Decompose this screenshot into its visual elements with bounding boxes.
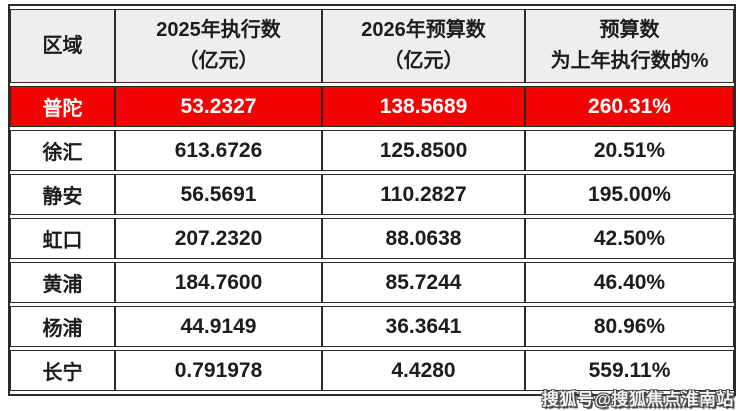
header-row: 区域 2025年执行数 （亿元） 2026年预算数 （亿元） 预算数 为上年执行…	[10, 9, 734, 83]
header-pct: 预算数 为上年执行数的%	[525, 9, 734, 83]
table-row-jingan: 静安 56.5691 110.2827 195.00%	[10, 174, 734, 215]
budget-2026-cell: 110.2827	[322, 174, 525, 215]
exec-2025-cell: 207.2320	[115, 218, 322, 259]
region-cell: 杨浦	[10, 306, 115, 347]
budget-2026-cell: 138.5689	[322, 86, 525, 127]
header-exec-2025: 2025年执行数 （亿元）	[115, 9, 322, 83]
region-cell: 普陀	[10, 86, 115, 127]
region-cell: 黄浦	[10, 262, 115, 303]
exec-2025-cell: 184.7600	[115, 262, 322, 303]
pct-cell: 195.00%	[525, 174, 734, 215]
pct-cell: 46.40%	[525, 262, 734, 303]
pct-cell: 20.51%	[525, 130, 734, 171]
header-exec-2025-line1: 2025年执行数	[156, 19, 281, 41]
table-row-huangpu: 黄浦 184.7600 85.7244 46.40%	[10, 262, 734, 303]
header-pct-line1: 预算数	[599, 19, 660, 41]
exec-2025-cell: 53.2327	[115, 86, 322, 127]
exec-2025-cell: 0.791978	[115, 350, 322, 391]
budget-2026-cell: 88.0638	[322, 218, 525, 259]
table-row-putuo: 普陀 53.2327 138.5689 260.31%	[10, 86, 734, 127]
header-pct-line2: 为上年执行数的%	[550, 50, 709, 72]
header-exec-2025-line2: （亿元）	[178, 50, 259, 72]
header-region: 区域	[10, 9, 115, 83]
pct-cell: 260.31%	[525, 86, 734, 127]
header-budget-2026-line1: 2026年预算数	[361, 19, 486, 41]
pct-cell: 42.50%	[525, 218, 734, 259]
table-row-yangpu: 杨浦 44.9149 36.3641 80.96%	[10, 306, 734, 347]
exec-2025-cell: 44.9149	[115, 306, 322, 347]
exec-2025-cell: 56.5691	[115, 174, 322, 215]
table-body: 普陀 53.2327 138.5689 260.31% 徐汇 613.6726 …	[10, 86, 734, 391]
table-row-hongkou: 虹口 207.2320 88.0638 42.50%	[10, 218, 734, 259]
table-header: 区域 2025年执行数 （亿元） 2026年预算数 （亿元） 预算数 为上年执行…	[10, 9, 734, 83]
exec-2025-cell: 613.6726	[115, 130, 322, 171]
budget-2026-cell: 4.4280	[322, 350, 525, 391]
sohu-watermark: 搜狐号@搜狐焦点淮南站	[541, 390, 734, 409]
pct-cell: 80.96%	[525, 306, 734, 347]
region-cell: 静安	[10, 174, 115, 215]
budget-2026-cell: 125.8500	[322, 130, 525, 171]
pct-cell: 559.11%	[525, 350, 734, 391]
region-cell: 虹口	[10, 218, 115, 259]
budget-2026-cell: 85.7244	[322, 262, 525, 303]
header-budget-2026-line2: （亿元）	[383, 50, 464, 72]
budget-2026-cell: 36.3641	[322, 306, 525, 347]
header-budget-2026: 2026年预算数 （亿元）	[322, 9, 525, 83]
region-cell: 徐汇	[10, 130, 115, 171]
header-region-label: 区域	[42, 34, 83, 57]
table-row-xuhui: 徐汇 613.6726 125.8500 20.51%	[10, 130, 734, 171]
district-budget-table: 区域 2025年执行数 （亿元） 2026年预算数 （亿元） 预算数 为上年执行…	[8, 4, 736, 396]
region-cell: 长宁	[10, 350, 115, 391]
table-row-changning: 长宁 0.791978 4.4280 559.11%	[10, 350, 734, 391]
